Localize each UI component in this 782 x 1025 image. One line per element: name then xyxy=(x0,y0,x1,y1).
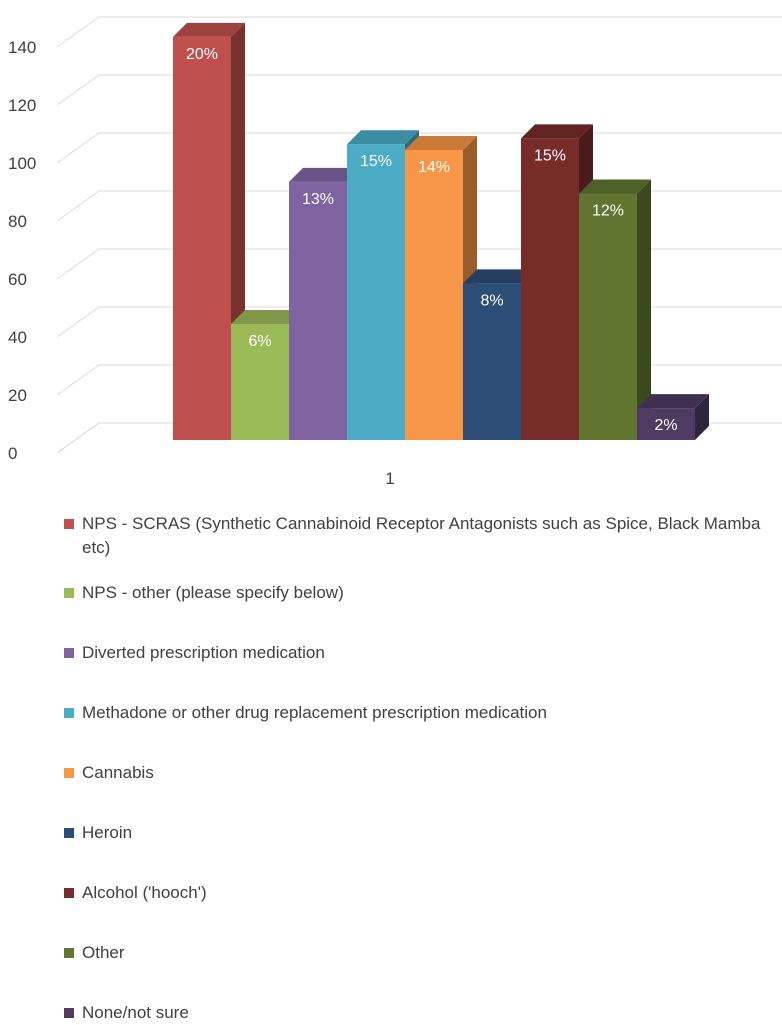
data-label: 15% xyxy=(534,147,566,164)
gridline-diagonal xyxy=(56,306,100,338)
y-tick-label: 80 xyxy=(8,212,27,231)
bar-chart: 0 20 40 60 80 100 120 140 20% 6% 13% 15% 14% 8% 15% 12%… xyxy=(0,0,782,500)
legend-swatch xyxy=(64,648,74,658)
legend-item: Heroin xyxy=(64,821,132,845)
legend-item: NPS - SCRAS (Synthetic Cannabinoid Recep… xyxy=(64,512,764,560)
data-label: 13% xyxy=(302,191,334,208)
y-tick-label: 0 xyxy=(8,444,17,463)
data-label: 2% xyxy=(654,417,677,434)
gridline-diagonal xyxy=(56,190,100,222)
legend-label: None/not sure xyxy=(82,1003,189,1022)
bar xyxy=(637,408,695,440)
legend-item: Methadone or other drug replacement pres… xyxy=(64,701,547,725)
gridline-diagonal xyxy=(56,248,100,280)
data-label: 12% xyxy=(592,203,624,220)
bar xyxy=(289,181,347,440)
gridline-diagonal xyxy=(56,16,100,48)
data-label: 6% xyxy=(248,333,271,350)
y-tick-label: 40 xyxy=(8,328,27,347)
gridline-diagonal xyxy=(56,422,100,454)
gridline-diagonal xyxy=(56,132,100,164)
bar-top xyxy=(579,179,651,194)
data-label: 8% xyxy=(480,292,503,309)
bar xyxy=(173,36,231,441)
legend-swatch xyxy=(64,588,74,598)
legend-swatch xyxy=(64,948,74,958)
y-tick-label: 20 xyxy=(8,386,27,405)
legend-label: Alcohol ('hooch') xyxy=(82,883,207,902)
legend-swatch xyxy=(64,768,74,778)
legend-label: Diverted prescription medication xyxy=(82,643,325,662)
bar-top xyxy=(347,130,419,145)
legend-item: Other xyxy=(64,941,125,965)
bar-top xyxy=(521,124,593,139)
legend-label: NPS - other (please specify below) xyxy=(82,583,344,602)
bar-top xyxy=(173,22,245,37)
legend-label: Methadone or other drug replacement pres… xyxy=(82,703,547,722)
legend-label: Other xyxy=(82,943,125,962)
legend-label: NPS - SCRAS (Synthetic Cannabinoid Recep… xyxy=(82,514,761,557)
x-tick-label: 1 xyxy=(385,469,394,488)
legend-swatch xyxy=(64,708,74,718)
y-tick-label: 120 xyxy=(8,96,36,115)
data-label: 20% xyxy=(186,46,218,63)
data-label: 14% xyxy=(418,159,450,176)
bar-top xyxy=(231,310,303,324)
bar-side xyxy=(695,394,709,440)
bar-top xyxy=(405,136,477,150)
bar-top xyxy=(289,167,361,182)
legend-item: Cannabis xyxy=(64,761,154,785)
legend-swatch xyxy=(64,1008,74,1018)
legend-item: None/not sure xyxy=(64,1001,189,1025)
bar-top xyxy=(637,394,709,409)
y-tick-label: 60 xyxy=(8,270,27,289)
legend-item: Diverted prescription medication xyxy=(64,641,325,665)
bar xyxy=(463,283,521,440)
gridline-diagonal xyxy=(56,74,100,106)
legend-item: NPS - other (please specify below) xyxy=(64,581,344,605)
legend-swatch xyxy=(64,828,74,838)
bar-side xyxy=(637,179,651,440)
bar xyxy=(347,144,405,440)
bar xyxy=(521,138,579,440)
data-label: 15% xyxy=(360,153,392,170)
legend-swatch xyxy=(64,888,74,898)
bar xyxy=(579,193,637,440)
y-tick-label: 100 xyxy=(8,154,36,173)
gridline-diagonal xyxy=(56,364,100,396)
bar-top xyxy=(463,269,535,284)
legend-label: Cannabis xyxy=(82,763,154,782)
bar xyxy=(231,324,289,440)
y-tick-label: 140 xyxy=(8,38,36,57)
legend-label: Heroin xyxy=(82,823,133,842)
bar xyxy=(405,150,463,440)
legend-swatch xyxy=(64,519,74,529)
legend-item: Alcohol ('hooch') xyxy=(64,881,207,905)
